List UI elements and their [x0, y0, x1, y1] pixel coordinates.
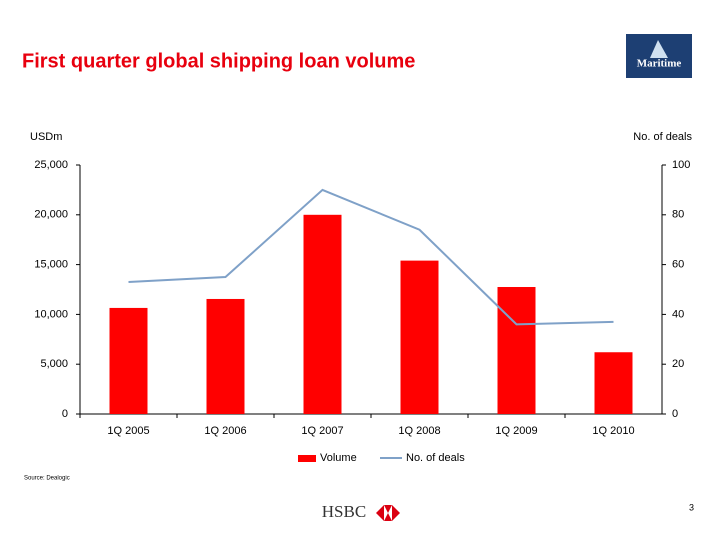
x-tick-label: 1Q 2006: [204, 425, 246, 437]
y-tick-label: 25,000: [34, 159, 68, 171]
line: [128, 188, 614, 326]
page-number: 3: [689, 502, 694, 512]
y2-tick-label: 80: [672, 209, 684, 221]
y2-tick-label: 0: [672, 408, 678, 420]
y2-tick-label: 60: [672, 259, 684, 271]
hsbc-hexagon-inner: [384, 505, 392, 521]
bar: [400, 260, 439, 414]
y2-tick-label: 20: [672, 358, 684, 370]
y-tick-label: 20,000: [34, 209, 68, 221]
y2-tick-label: 40: [672, 308, 684, 320]
y2-axis-label: No. of deals: [633, 131, 692, 143]
bar: [497, 287, 536, 414]
y-tick-label: 0: [62, 408, 68, 420]
y-tick-label: 15,000: [34, 259, 68, 271]
x-tick-label: 1Q 2005: [107, 425, 149, 437]
logo-text: Maritime: [637, 58, 682, 70]
x-tick-label: 1Q 2007: [301, 425, 343, 437]
source: Source: Dealogic: [24, 476, 70, 482]
y-tick-label: 10,000: [34, 308, 68, 320]
y2-tick-label: 100: [672, 159, 690, 171]
x-tick-label: 1Q 2008: [398, 425, 440, 437]
maritime-logo: Maritime: [626, 34, 692, 78]
legend-label: Volume: [320, 452, 357, 464]
hsbc-logo: HSBC: [322, 502, 400, 521]
x-tick-label: 1Q 2009: [495, 425, 537, 437]
bar: [303, 214, 342, 414]
y-tick-label: 5,000: [40, 358, 68, 370]
chart-title: First quarter global shipping loan volum…: [22, 50, 415, 72]
y-axis-label: USDm: [30, 131, 62, 143]
footer-logo-text: HSBC: [322, 502, 366, 521]
bar: [109, 307, 148, 414]
x-tick-label: 1Q 2010: [592, 425, 634, 437]
bar: [594, 352, 633, 414]
logo-sail: [650, 40, 668, 58]
bar: [206, 298, 245, 414]
legend-label: No. of deals: [406, 452, 465, 464]
legend-swatch: [298, 455, 316, 462]
